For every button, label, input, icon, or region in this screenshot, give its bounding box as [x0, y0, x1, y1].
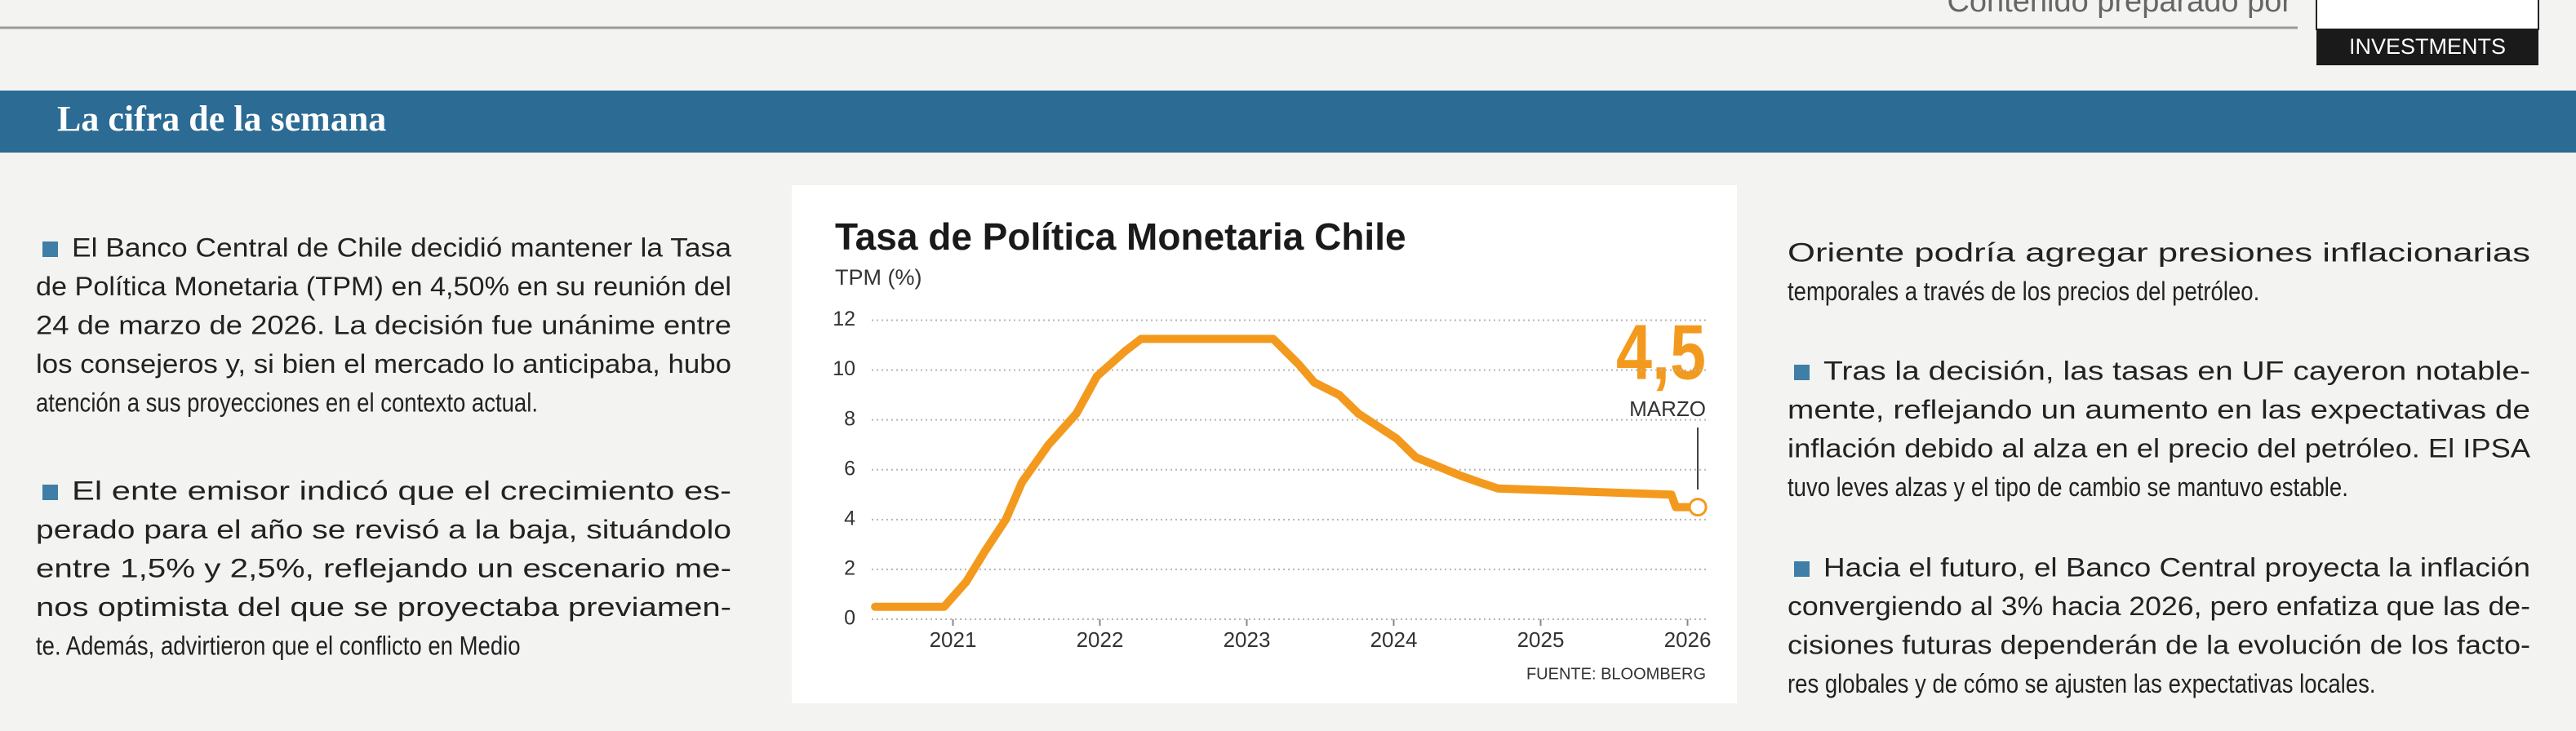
paragraph-line: Tras la decisión, las tasas en UF cayero… — [1823, 356, 2530, 385]
y-tick-label: 10 — [833, 357, 855, 380]
annotation-label: MARZO — [1629, 397, 1706, 421]
paragraph-line: inflación debido al alza en el precio de… — [1788, 433, 2531, 463]
paragraph-line: Hacia el futuro, el Banco Central proyec… — [1823, 552, 2530, 582]
paragraph-line: mente, reflejando un aumento en las expe… — [1788, 395, 2530, 424]
series-line — [871, 334, 1703, 611]
bullet — [42, 485, 58, 500]
bullet — [1794, 365, 1810, 380]
bullet — [42, 241, 58, 257]
chart-layer: 0 2 4 6 8 10 12 2021 2022 2023 2024 2025 2026 — [833, 308, 1711, 652]
brand-bar — [2316, 29, 2538, 65]
x-tick-label: 2023 — [1224, 627, 1271, 652]
y-tick-label: 0 — [844, 607, 855, 630]
x-tick-label: 2025 — [1517, 627, 1565, 652]
y-tick-label: 12 — [833, 308, 855, 330]
paragraph-line: atención a sus proyecciones en el contex… — [36, 388, 538, 417]
paragraph-line: res globales y de cómo se ajusten las ex… — [1788, 669, 2375, 698]
paragraph-line: los consejeros y, si bien el mercado lo … — [36, 349, 731, 379]
bullet — [1794, 561, 1810, 577]
paragraph-line: tuvo leves alzas y el tipo de cambio se … — [1788, 472, 2348, 502]
y-tick-label: 2 — [844, 557, 855, 580]
y-axis-label: TPM (%) — [835, 265, 922, 290]
brand: INVESTMENTS — [2349, 34, 2506, 59]
paragraph-line: de Política Monetaria (TPM) en 4,50% en … — [36, 272, 731, 301]
paragraph-line: El ente emisor indicó que el crecimiento… — [72, 476, 731, 505]
paragraph-line: perado para el año se revisó a la baja, … — [36, 515, 731, 544]
paragraph-line: temporales a través de los precios del p… — [1788, 277, 2259, 306]
paragraph-line: Oriente podría agregar presiones inflaci… — [1788, 237, 2530, 267]
paragraph-line: nos optimista del que se proyectaba prev… — [36, 592, 731, 622]
text-layer: El Banco Central de Chile decidió manten… — [36, 233, 2531, 698]
y-tick-label: 8 — [844, 407, 855, 430]
paragraph-line: convergiendo al 3% hacia 2026, pero enfa… — [1788, 591, 2530, 621]
y-tick-label: 6 — [844, 457, 855, 480]
end-marker — [1688, 498, 1708, 517]
brand-box — [2316, 0, 2539, 30]
paragraph-line: cisiones futuras dependerán de la evoluc… — [1788, 630, 2530, 659]
section-band — [0, 91, 2576, 153]
x-tick-label: 2022 — [1077, 627, 1124, 652]
x-tick-label: 2024 — [1370, 627, 1418, 652]
x-tick-label: 2021 — [930, 627, 977, 652]
credit: Contenido preparado por — [1947, 0, 2292, 19]
annotation-value: 4,5 — [1616, 308, 1706, 396]
x-tick-label: 2026 — [1664, 627, 1712, 652]
paragraph-line: entre 1,5% y 2,5%, reflejando un escenar… — [36, 553, 731, 583]
chart-title: Tasa de Política Monetaria Chile — [835, 215, 1406, 258]
paragraph-line: 24 de marzo de 2026. La decisión fue uná… — [36, 310, 731, 339]
paragraph-line: te. Además, advirtieron que el conflicto… — [36, 631, 521, 660]
y-tick-label: 4 — [844, 507, 855, 529]
chart-panel — [792, 185, 1737, 703]
paragraph-line: El Banco Central de Chile decidió manten… — [72, 233, 731, 262]
section-title: La cifra de la semana — [57, 99, 386, 139]
chart-source: FUENTE: BLOOMBERG — [1526, 665, 1706, 683]
